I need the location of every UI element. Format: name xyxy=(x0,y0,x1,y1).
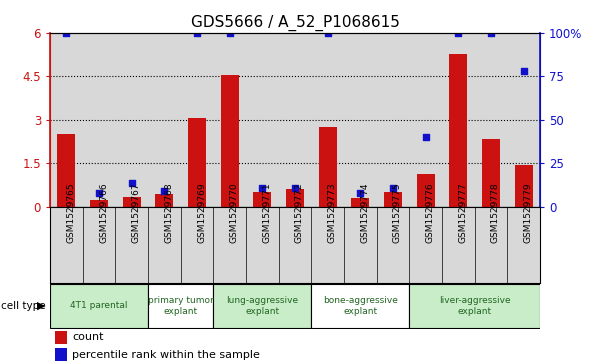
Bar xyxy=(417,174,435,207)
Bar xyxy=(57,134,76,207)
Text: ▶: ▶ xyxy=(37,301,45,311)
Text: GSM1529775: GSM1529775 xyxy=(393,183,402,243)
Text: GSM1529772: GSM1529772 xyxy=(295,183,304,243)
Text: GSM1529776: GSM1529776 xyxy=(425,183,435,243)
Bar xyxy=(155,194,173,207)
Title: GDS5666 / A_52_P1068615: GDS5666 / A_52_P1068615 xyxy=(191,15,399,31)
Bar xyxy=(449,54,467,207)
Text: 4T1 parental: 4T1 parental xyxy=(70,301,128,310)
Text: GSM1529766: GSM1529766 xyxy=(99,183,108,243)
Text: count: count xyxy=(72,333,104,342)
Text: GSM1529768: GSM1529768 xyxy=(165,183,173,243)
Text: primary tumor
explant: primary tumor explant xyxy=(148,296,214,315)
Point xyxy=(62,30,71,36)
Point xyxy=(290,185,300,191)
Point xyxy=(421,134,430,140)
Text: GSM1529773: GSM1529773 xyxy=(327,183,337,243)
Text: lung-aggressive
explant: lung-aggressive explant xyxy=(227,296,299,315)
Text: GSM1529770: GSM1529770 xyxy=(230,183,239,243)
Bar xyxy=(253,192,271,207)
Bar xyxy=(148,284,214,327)
Point xyxy=(192,30,202,36)
Bar xyxy=(319,127,337,207)
Point xyxy=(127,180,136,185)
Bar xyxy=(50,284,148,327)
Bar xyxy=(482,139,500,207)
Bar xyxy=(55,331,67,344)
Point xyxy=(94,190,104,196)
Bar xyxy=(221,75,239,207)
Bar xyxy=(90,200,108,207)
Text: GSM1529767: GSM1529767 xyxy=(132,183,141,243)
Text: percentile rank within the sample: percentile rank within the sample xyxy=(72,350,260,360)
Bar xyxy=(188,118,206,207)
Point xyxy=(388,185,398,191)
Text: bone-aggressive
explant: bone-aggressive explant xyxy=(323,296,398,315)
Bar xyxy=(384,192,402,207)
Point xyxy=(323,30,332,36)
Point xyxy=(486,30,496,36)
Point xyxy=(258,185,267,191)
Point xyxy=(160,188,169,194)
Text: GSM1529777: GSM1529777 xyxy=(458,183,467,243)
Point xyxy=(225,30,234,36)
Text: cell type: cell type xyxy=(1,301,52,311)
Point xyxy=(519,68,528,74)
Bar xyxy=(312,284,409,327)
Text: GSM1529771: GSM1529771 xyxy=(263,183,271,243)
Text: GSM1529779: GSM1529779 xyxy=(523,183,533,243)
Bar xyxy=(514,165,533,207)
Bar xyxy=(55,348,67,361)
Bar xyxy=(351,198,369,207)
Point xyxy=(356,190,365,196)
Text: liver-aggressive
explant: liver-aggressive explant xyxy=(439,296,510,315)
Text: GSM1529769: GSM1529769 xyxy=(197,183,206,243)
Bar xyxy=(123,197,141,207)
Bar xyxy=(214,284,312,327)
Bar xyxy=(286,189,304,207)
Text: GSM1529778: GSM1529778 xyxy=(491,183,500,243)
Text: GSM1529765: GSM1529765 xyxy=(67,183,76,243)
Point xyxy=(454,30,463,36)
Bar xyxy=(409,284,540,327)
Text: GSM1529774: GSM1529774 xyxy=(360,183,369,243)
